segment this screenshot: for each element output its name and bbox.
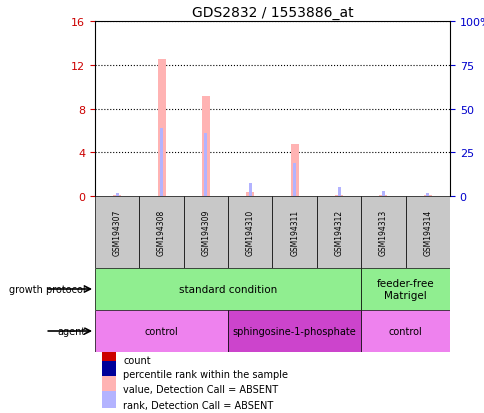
Text: GSM194310: GSM194310 <box>245 209 254 256</box>
Bar <box>183 197 227 268</box>
Bar <box>292 164 296 197</box>
Bar <box>361 310 449 352</box>
Text: growth protocol: growth protocol <box>9 284 85 294</box>
Text: GSM194308: GSM194308 <box>157 209 166 256</box>
Bar <box>246 192 254 197</box>
Bar <box>361 197 405 268</box>
Text: count: count <box>123 355 151 365</box>
Bar <box>157 60 165 197</box>
Bar <box>95 310 227 352</box>
Bar <box>381 191 384 197</box>
Text: GSM194311: GSM194311 <box>289 209 299 256</box>
Bar <box>361 268 449 310</box>
Bar <box>139 197 183 268</box>
Bar <box>95 268 361 310</box>
Bar <box>201 97 210 197</box>
Bar <box>272 197 316 268</box>
Bar <box>423 196 431 197</box>
Bar <box>102 361 116 378</box>
Bar <box>113 196 121 197</box>
Bar <box>102 347 116 363</box>
Bar <box>95 197 139 268</box>
Text: percentile rank within the sample: percentile rank within the sample <box>123 370 288 380</box>
Bar <box>378 196 387 197</box>
Bar <box>425 193 428 197</box>
Text: GSM194314: GSM194314 <box>423 209 431 256</box>
Bar <box>102 392 116 408</box>
Text: GSM194313: GSM194313 <box>378 209 387 256</box>
Text: GSM194312: GSM194312 <box>334 209 343 256</box>
Bar <box>227 310 361 352</box>
Text: agent: agent <box>57 326 85 336</box>
Bar <box>316 197 361 268</box>
Bar <box>337 188 340 197</box>
Bar <box>160 129 163 197</box>
Text: feeder-free
Matrigel: feeder-free Matrigel <box>376 278 434 300</box>
Text: standard condition: standard condition <box>179 284 277 294</box>
Bar <box>405 197 449 268</box>
Text: GSM194309: GSM194309 <box>201 209 210 256</box>
Text: control: control <box>144 326 178 336</box>
Bar <box>102 376 116 393</box>
Text: rank, Detection Call = ABSENT: rank, Detection Call = ABSENT <box>123 399 273 410</box>
Text: value, Detection Call = ABSENT: value, Detection Call = ABSENT <box>123 385 278 394</box>
Text: sphingosine-1-phosphate: sphingosine-1-phosphate <box>232 326 356 336</box>
Bar <box>248 183 251 197</box>
Bar <box>204 133 207 197</box>
Bar <box>334 196 342 197</box>
Title: GDS2832 / 1553886_at: GDS2832 / 1553886_at <box>191 5 352 19</box>
Bar <box>227 197 272 268</box>
Bar <box>115 193 119 197</box>
Text: GSM194307: GSM194307 <box>112 209 121 256</box>
Text: control: control <box>388 326 422 336</box>
Bar <box>290 144 298 197</box>
